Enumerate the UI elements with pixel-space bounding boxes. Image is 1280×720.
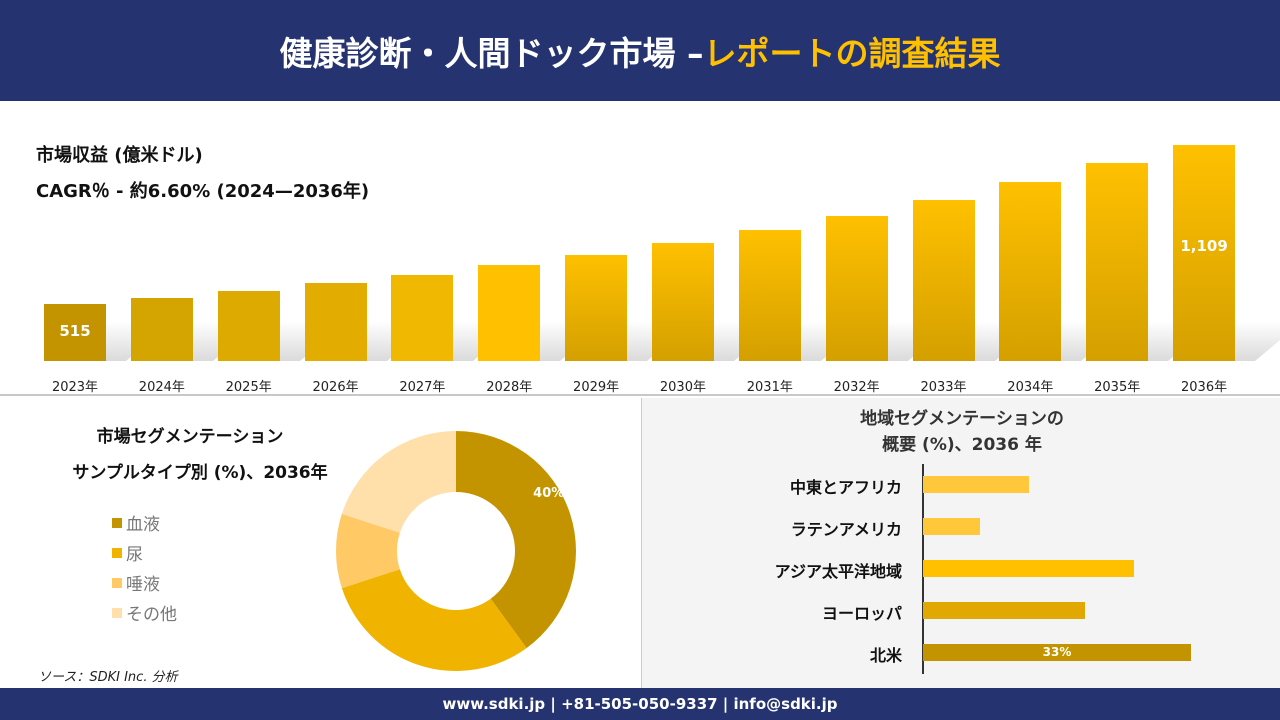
year-tick-label: 2023年: [51, 380, 99, 395]
segment-title-2: サンプルタイプ別 (%)、2036年: [72, 463, 328, 483]
bar-2023年: [44, 303, 106, 361]
region-bar-中東とアフリカ: [923, 476, 1029, 493]
region-label: 北米: [869, 646, 902, 665]
region-label: アジア太平洋地域: [774, 562, 902, 581]
sample-type-panel: 市場セグメンテーション サンプルタイプ別 (%)、2036年 血液尿唾液 その他 …: [0, 398, 641, 688]
bar-2025年: [217, 291, 280, 361]
title-accent: レポートの調査結果: [703, 33, 1001, 73]
region-label: ラテンアメリカ: [790, 520, 902, 539]
bar-2024年: [130, 298, 193, 361]
region-bar-ラテンアメリカ: [923, 518, 980, 535]
year-tick-label: 2035年: [1094, 380, 1141, 395]
region-panel: 地域セグメンテーションの 概要 (%)、2036 年 中東とアフリカ ラテンアメリ…: [641, 398, 1280, 688]
year-tick-label: 2032年: [833, 380, 880, 395]
title-main: 健康診断・人間ドック市場 –: [279, 33, 704, 73]
year-tick-label: 2031年: [746, 380, 793, 395]
year-tick-label: 2033年: [920, 380, 967, 395]
year-tick-label: 2024年: [138, 380, 185, 395]
source-note: ソース：SDKI Inc. 分析: [38, 670, 178, 685]
legend-item: 尿: [112, 540, 143, 565]
year-tick-label: 2026年: [312, 380, 359, 395]
donut-slice-血液: [456, 431, 577, 649]
year-tick-label: 2030年: [659, 380, 706, 395]
region-bar-北米: 33%: [923, 644, 1191, 661]
cagr-text: CAGR％ - 約6.60% (2024—2036年): [36, 181, 370, 202]
legend-label: 尿: [126, 545, 143, 565]
legend-item: 唾液: [112, 570, 160, 595]
bar-2027年: [391, 275, 454, 361]
legend-item: 血液: [112, 510, 160, 535]
donut-slice-唾液: [336, 513, 400, 589]
year-tick-label: 2028年: [486, 380, 533, 395]
year-tick-label: 2034年: [1007, 380, 1054, 395]
page-header: 健康診断・人間ドック市場 – レポートの調査結果: [0, 0, 1280, 101]
year-tick-label: 2027年: [399, 380, 446, 395]
donut-slice-その他: [341, 431, 456, 533]
bar-2034年: [999, 181, 1062, 361]
legend-item: その他: [112, 600, 177, 625]
bar-2028年: [478, 264, 541, 361]
year-tick-label: 2025年: [225, 380, 272, 395]
bar-2036年: [1173, 144, 1236, 361]
legend-swatch: [112, 547, 122, 558]
bar-value-label: 1,109: [1180, 236, 1228, 255]
revenue-title: 市場収益 (億米ドル): [36, 145, 203, 166]
region-label: ヨーロッパ: [821, 604, 902, 623]
legend-swatch: [112, 517, 122, 528]
region-bar-アジア太平洋地域: [923, 560, 1135, 577]
bar-2033年: [912, 200, 975, 361]
region-value-label: 33%: [1042, 645, 1072, 659]
bar-2030年: [651, 242, 714, 361]
segment-title-1: 市場セグメンテーション: [96, 427, 284, 447]
bar-value-label: 515: [59, 322, 91, 341]
footer-contact: www.sdki.jp | +81-505-050-9337 | info@sd…: [0, 688, 1280, 720]
legend-swatch: [112, 577, 122, 588]
region-bar-ヨーロッパ: [923, 602, 1086, 619]
legend-label: 血液: [126, 515, 160, 535]
bar-2026年: [304, 283, 367, 361]
bar-2031年: [738, 230, 801, 361]
year-tick-label: 2036年: [1181, 380, 1228, 395]
bar-2029年: [565, 254, 628, 361]
revenue-chart: 市場収益 (億米ドル) CAGR％ - 約6.60% (2024—2036年) …: [0, 101, 1280, 396]
donut-slice-尿: [341, 569, 527, 671]
region-label: 中東とアフリカ: [789, 478, 902, 497]
legend-label: その他: [126, 605, 177, 625]
legend-swatch: [112, 607, 122, 618]
revenue-bars: 515 2023年 2024年 2025年 2026年 2027年 2028年 2029年 20…: [0, 101, 1280, 396]
region-title-1: 地域セグメンテーションの: [860, 409, 1064, 429]
legend-label: 唾液: [126, 575, 160, 595]
donut-chart: 40%: [336, 431, 577, 671]
year-tick-label: 2029年: [573, 380, 620, 395]
bar-2032年: [825, 215, 888, 361]
bar-2035年: [1086, 162, 1149, 361]
region-title-2: 概要 (%)、2036 年: [882, 435, 1042, 455]
donut-value-label: 40%: [533, 486, 564, 501]
